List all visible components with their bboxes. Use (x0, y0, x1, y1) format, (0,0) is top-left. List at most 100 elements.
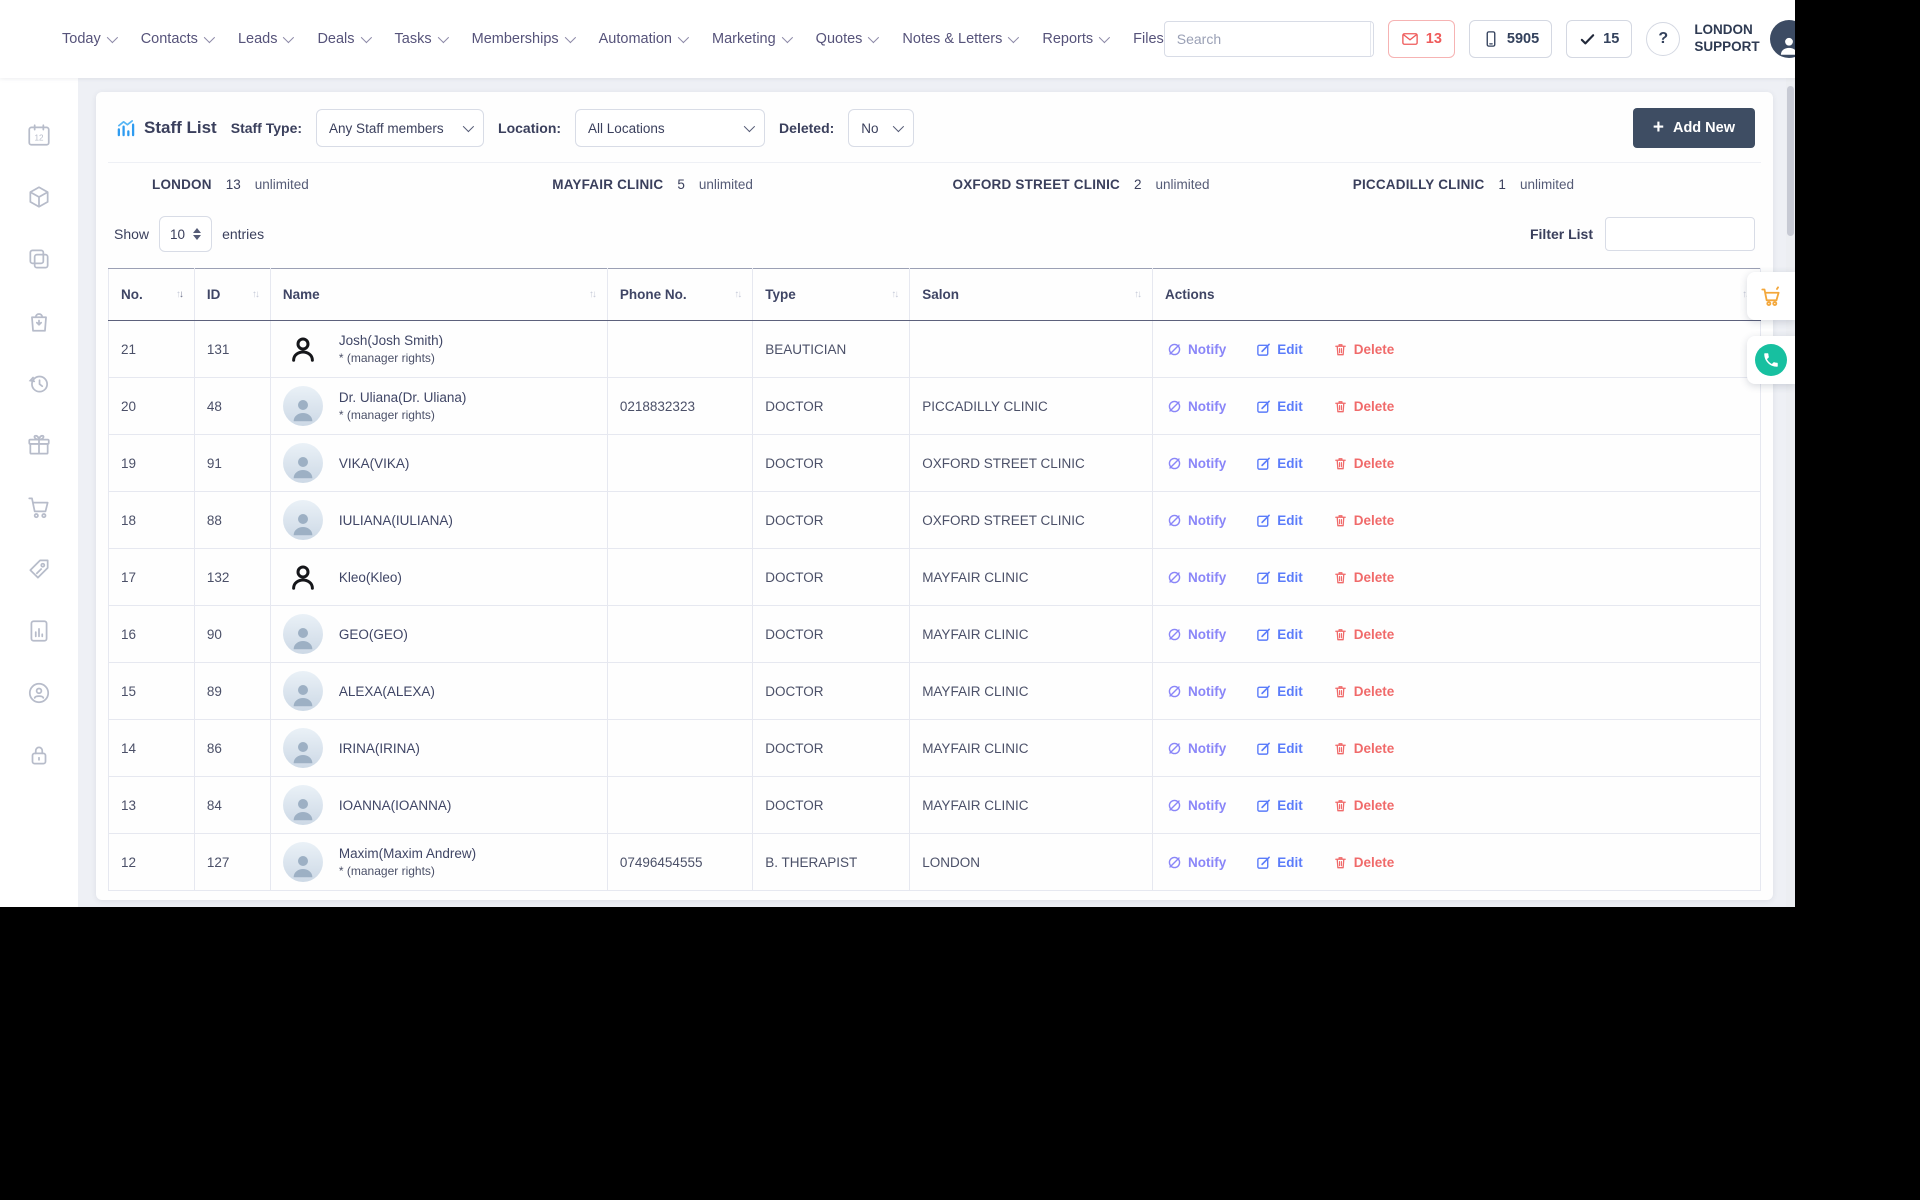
cell-phone: 0218832323 (607, 377, 754, 435)
edit-button[interactable]: Edit (1256, 342, 1303, 357)
nav-automation[interactable]: Automation (599, 31, 690, 47)
messages-badge[interactable]: 13 (1387, 20, 1455, 58)
delete-button[interactable]: Delete (1333, 513, 1394, 528)
help-icon[interactable]: ? (1646, 22, 1681, 56)
calendar-icon[interactable]: 12 (26, 122, 52, 148)
edit-button[interactable]: Edit (1256, 741, 1303, 756)
filter-list-input[interactable] (1605, 217, 1755, 251)
delete-button[interactable]: Delete (1333, 741, 1394, 756)
nav-marketing[interactable]: Marketing (712, 31, 793, 47)
lock-icon[interactable] (26, 742, 52, 768)
nav-deals[interactable]: Deals (317, 31, 372, 47)
delete-button[interactable]: Delete (1333, 399, 1394, 414)
staff-type-label: Staff Type: (230, 120, 303, 136)
chevron-down-icon (1098, 31, 1111, 44)
delete-button[interactable]: Delete (1333, 684, 1394, 699)
nav-quotes[interactable]: Quotes (816, 31, 880, 47)
deleted-label: Deleted: (779, 120, 835, 136)
nav-notes-letters[interactable]: Notes & Letters (902, 31, 1020, 47)
notify-button[interactable]: Notify (1167, 456, 1226, 471)
staff-name-block: IULIANA(IULIANA) (339, 513, 453, 528)
cell-actions: Notify Edit Delete (1152, 833, 1761, 891)
nav-contacts[interactable]: Contacts (141, 31, 216, 47)
tasks-badge[interactable]: 15 (1566, 20, 1633, 58)
nav-tasks[interactable]: Tasks (395, 31, 449, 47)
add-new-button[interactable]: + Add New (1632, 108, 1755, 148)
phone-badge[interactable]: 5905 (1468, 20, 1553, 58)
trash-icon (1334, 400, 1346, 412)
search-input[interactable] (1164, 31, 1370, 47)
col-header-phone[interactable]: Phone No. ↑↓ (607, 268, 754, 321)
cell-no: 15 (108, 662, 195, 720)
edit-button[interactable]: Edit (1256, 570, 1303, 585)
notify-button[interactable]: Notify (1167, 570, 1226, 585)
edit-button[interactable]: Edit (1256, 456, 1303, 471)
discount-tag-icon[interactable] (26, 556, 52, 582)
delete-button[interactable]: Delete (1333, 342, 1394, 357)
notify-button[interactable]: Notify (1167, 627, 1226, 642)
trash-icon (1334, 343, 1346, 355)
spinner-arrows-icon (193, 228, 202, 240)
scrollbar-thumb[interactable] (1787, 86, 1794, 236)
staff-avatar (282, 785, 323, 825)
edit-button[interactable]: Edit (1256, 798, 1303, 813)
notify-button[interactable]: Notify (1167, 342, 1226, 357)
notify-button[interactable]: Notify (1167, 399, 1226, 414)
floating-cart-button[interactable] (1747, 272, 1795, 320)
trash-icon (1334, 799, 1346, 811)
copy-icon[interactable] (26, 246, 52, 272)
notify-button[interactable]: Notify (1167, 855, 1226, 870)
notify-button[interactable]: Notify (1167, 741, 1226, 756)
delete-button[interactable]: Delete (1333, 798, 1394, 813)
gift-icon[interactable] (26, 432, 52, 458)
cell-type: DOCTOR (752, 434, 911, 492)
cell-phone (607, 320, 754, 378)
cell-no: 14 (108, 719, 195, 777)
entries-count-select[interactable]: 10 (159, 216, 213, 252)
report-icon[interactable] (26, 618, 52, 644)
chevron-down-icon (462, 120, 475, 133)
page-scrollbar[interactable] (1786, 78, 1795, 907)
delete-button[interactable]: Delete (1333, 627, 1394, 642)
notify-icon (1168, 343, 1181, 355)
search-icon[interactable] (1369, 22, 1373, 56)
delete-button[interactable]: Delete (1333, 456, 1394, 471)
cart-icon[interactable] (26, 494, 52, 520)
floating-whatsapp-button[interactable] (1747, 336, 1795, 384)
edit-button[interactable]: Edit (1256, 684, 1303, 699)
shopping-bag-icon[interactable] (26, 308, 52, 334)
col-header-actions[interactable]: Actions ↑↓ (1152, 268, 1761, 321)
notify-button[interactable]: Notify (1167, 513, 1226, 528)
notify-button[interactable]: Notify (1167, 798, 1226, 813)
location-select[interactable]: All Locations (575, 109, 766, 147)
sort-icon: ↑↓ (734, 289, 742, 300)
delete-button[interactable]: Delete (1333, 855, 1394, 870)
chevron-down-icon (437, 31, 449, 44)
notify-button[interactable]: Notify (1167, 684, 1226, 699)
staff-type-select[interactable]: Any Staff members (316, 109, 485, 147)
col-header-salon[interactable]: Salon ↑↓ (909, 268, 1154, 321)
col-header-no[interactable]: No. ↑↓ (108, 268, 195, 321)
col-header-type[interactable]: Type ↑↓ (752, 268, 911, 321)
col-header-id[interactable]: ID ↑↓ (194, 268, 271, 321)
user-rotate-icon[interactable] (26, 680, 52, 706)
nav-reports[interactable]: Reports (1042, 31, 1111, 47)
edit-button[interactable]: Edit (1256, 627, 1303, 642)
nav-leads[interactable]: Leads (238, 31, 295, 47)
nav-memberships[interactable]: Memberships (472, 31, 576, 47)
table-row: 17 132 Kleo(Kleo) DOCTOR MAYFAIR CLINIC … (108, 548, 1761, 606)
account-menu[interactable]: LONDON SUPPORT (1694, 20, 1795, 58)
nav-today[interactable]: Today (62, 31, 118, 47)
cell-name: ALEXA(ALEXA) (270, 662, 608, 720)
cell-id: 88 (194, 491, 271, 549)
delete-button[interactable]: Delete (1333, 570, 1394, 585)
nav-files[interactable]: Files (1133, 31, 1164, 47)
cell-actions: Notify Edit Delete (1152, 548, 1761, 606)
edit-button[interactable]: Edit (1256, 513, 1303, 528)
edit-button[interactable]: Edit (1256, 855, 1303, 870)
history-icon[interactable] (26, 370, 52, 396)
cube-icon[interactable] (26, 184, 52, 210)
edit-button[interactable]: Edit (1256, 399, 1303, 414)
col-header-name[interactable]: Name ↑↓ (270, 268, 608, 321)
deleted-select[interactable]: No (848, 109, 915, 147)
